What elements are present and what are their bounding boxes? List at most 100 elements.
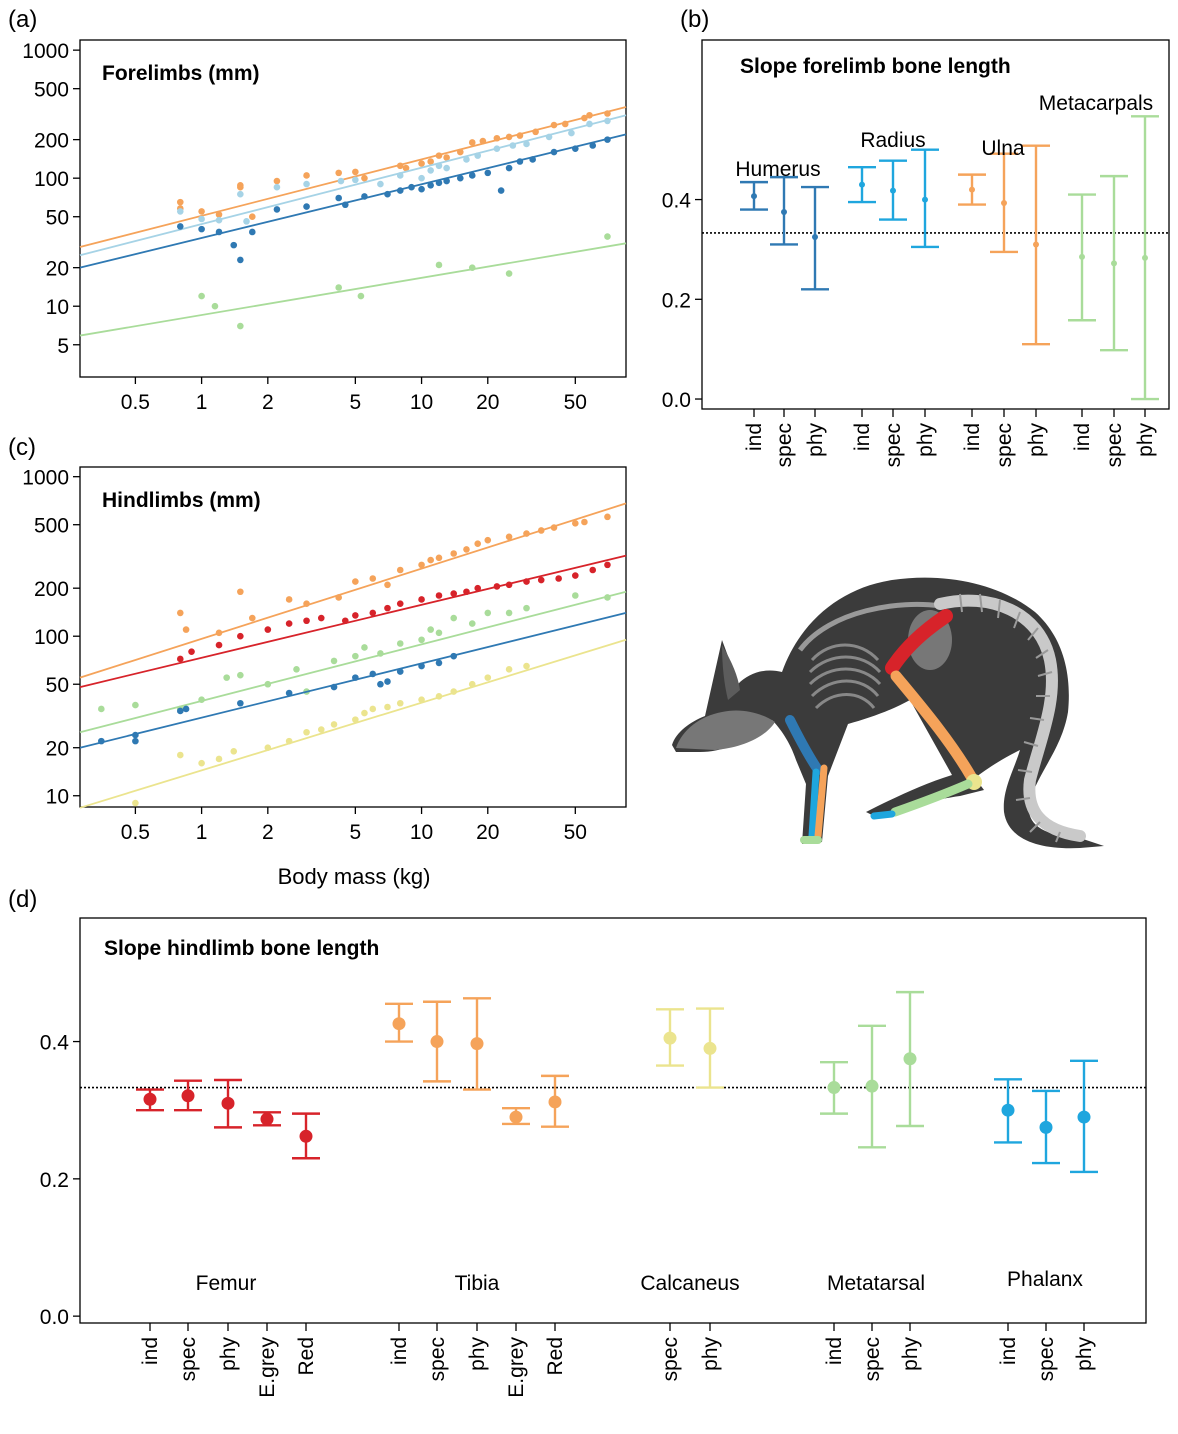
data-point-series-0 [384,581,391,589]
x-tick-label: 2 [262,391,274,414]
x-tick-label: spec [177,1337,200,1381]
kangaroo-skeleton-illustration [672,577,1104,849]
x-tick-label: 0.5 [121,391,150,414]
data-point-series-2 [223,674,230,681]
chart-title: Hindlimbs (mm) [102,489,261,512]
x-tick-label: 50 [564,391,587,414]
y-tick-label: 500 [34,79,69,102]
data-point-series-1 [176,655,184,663]
x-tick-label: phy [1073,1337,1096,1371]
data-point-series-4 [303,728,310,736]
mean-point [903,1052,917,1066]
x-tick-label: 10 [410,821,433,844]
data-point-series-0 [427,556,434,564]
group-label: Metatarsal [827,1272,925,1295]
data-point-series-1 [555,575,562,582]
data-point-series-2 [484,609,492,617]
data-point-series-2 [330,657,338,665]
data-point-series-4 [361,709,368,717]
y-tick-label: 100 [34,168,69,191]
panel-label-b: (b) [680,6,710,33]
data-point-series-4 [505,666,513,673]
x-tick-label: Red [544,1337,567,1376]
x-tick-label: ind [823,1337,846,1365]
mean-point [865,1079,879,1093]
data-point-series-1 [505,581,513,589]
data-point-series-2 [293,666,300,673]
y-tick-label: 10 [46,786,69,809]
data-point-series-1 [604,117,611,125]
group-label: Humerus [735,158,820,181]
panel-label-d: (d) [8,886,38,913]
mean-point [299,1129,313,1143]
mean-point [260,1112,274,1126]
data-point-series-3 [237,699,244,707]
data-point-series-1 [545,133,553,141]
x-tick-label: spec [426,1337,449,1381]
data-point-series-0 [237,588,244,596]
fit-line-series-4 [79,638,627,809]
data-point-series-1 [450,590,458,597]
y-tick-label: 20 [46,738,69,761]
data-point-series-0 [215,629,223,637]
data-point-series-0 [273,177,281,185]
x-tick-label: phy [699,1337,722,1371]
mean-point [922,196,928,203]
data-point-series-0 [352,168,359,176]
data-point-series-1 [317,614,325,622]
x-tick-label: phy [1025,423,1048,457]
x-tick-label: phy [899,1337,922,1371]
mean-point [703,1041,717,1055]
data-point-series-0 [561,120,569,128]
fit-line-series-0 [79,502,627,679]
plot-frame [79,466,627,808]
data-point-series-2 [435,179,443,187]
data-point-series-3 [505,270,513,277]
data-point-series-4 [523,662,530,670]
mean-point [392,1017,406,1031]
spine-tail [934,594,1086,842]
group-label: Femur [196,1272,257,1295]
data-point-series-2 [468,620,476,627]
data-point-series-2 [427,626,434,633]
data-point-series-1 [243,218,250,225]
data-point-series-1 [377,180,384,188]
data-point-series-1 [352,176,359,184]
data-point-series-0 [572,520,579,527]
group-label: Tibia [455,1272,500,1295]
data-point-series-4 [369,705,377,713]
group-label: Metacarpals [1039,92,1153,115]
y-tick-label: 10 [46,296,69,319]
data-point-series-1 [493,583,501,590]
data-point-series-2 [352,652,359,660]
fit-line-series-2 [79,133,627,269]
x-tick-label: spec [773,423,796,467]
data-point-series-2 [450,614,458,622]
mean-point [181,1089,195,1103]
fit-line-series-2 [79,590,627,734]
data-point-series-2 [303,203,310,210]
data-point-series-1 [435,592,443,599]
data-point-series-4 [418,696,425,703]
data-point-series-0 [581,114,588,122]
mean-point [812,233,818,240]
data-point-series-0 [248,213,256,221]
data-point-series-0 [418,160,425,167]
mean-point [1142,254,1148,261]
data-point-series-0 [352,578,359,585]
data-point-series-0 [369,575,377,582]
data-point-series-3 [335,284,342,291]
x-tick-label: 2 [262,821,274,844]
data-point-series-2 [384,190,391,198]
data-point-series-3 [330,683,338,691]
x-tick-label: 10 [410,391,433,414]
x-tick-label: ind [139,1337,162,1365]
data-point-series-2 [418,636,425,644]
data-point-series-0 [435,152,443,159]
data-point-series-4 [198,759,205,767]
data-point-series-1 [427,167,434,174]
x-tick-label: spec [1035,1337,1058,1381]
data-point-series-0 [468,139,476,146]
data-point-series-0 [474,540,482,548]
data-point-series-0 [176,609,184,617]
